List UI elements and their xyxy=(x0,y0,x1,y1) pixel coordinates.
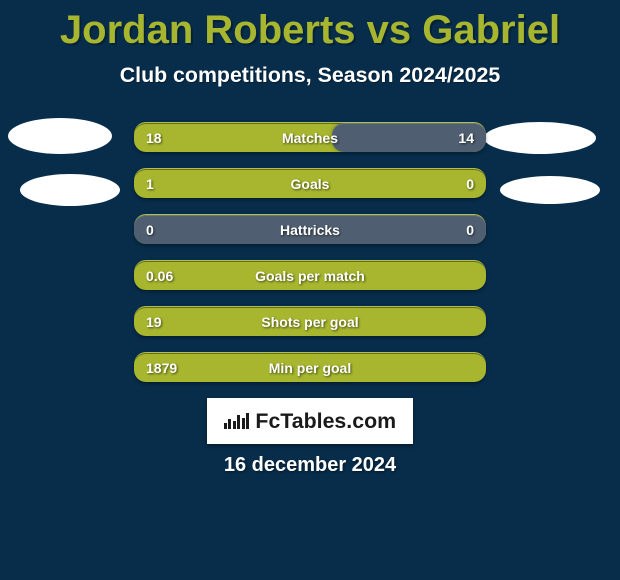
stat-left-value: 0.06 xyxy=(146,268,173,284)
avatar-left-1 xyxy=(20,174,120,206)
comparison-infographic: Jordan Roberts vs Gabriel Club competiti… xyxy=(0,0,620,580)
stat-left-value: 1 xyxy=(146,176,154,192)
stat-row: 1879 Min per goal xyxy=(134,352,486,382)
stat-row: 18 14 Matches xyxy=(134,122,486,152)
bars-icon xyxy=(224,413,250,429)
subtitle: Club competitions, Season 2024/2025 xyxy=(0,53,620,88)
stat-row: 1 0 Goals xyxy=(134,168,486,198)
avatar-right-0 xyxy=(484,122,596,154)
stat-name: Matches xyxy=(282,130,338,146)
stat-right-value: 14 xyxy=(458,130,474,146)
stat-row: 19 Shots per goal xyxy=(134,306,486,336)
avatar-left-0 xyxy=(8,118,112,154)
stat-row: 0.06 Goals per match xyxy=(134,260,486,290)
stat-name: Shots per goal xyxy=(261,314,358,330)
stat-bars: 18 14 Matches 1 0 Goals 0 0 Hattricks 0.06 Goals p… xyxy=(134,122,486,398)
stat-name: Goals per match xyxy=(255,268,365,284)
page-title: Jordan Roberts vs Gabriel xyxy=(0,0,620,53)
branding-badge: FcTables.com xyxy=(207,398,413,444)
stat-name: Goals xyxy=(291,176,330,192)
stat-left-value: 19 xyxy=(146,314,162,330)
avatar-right-1 xyxy=(500,176,600,204)
stat-left-value: 0 xyxy=(146,222,154,238)
stat-right-value: 0 xyxy=(466,176,474,192)
stat-name: Hattricks xyxy=(280,222,340,238)
stat-right-value: 0 xyxy=(466,222,474,238)
branding-text: FcTables.com xyxy=(255,409,396,434)
stat-left-value: 18 xyxy=(146,130,162,146)
date-line: 16 december 2024 xyxy=(224,454,396,477)
stat-left-value: 1879 xyxy=(146,360,177,376)
stat-row: 0 0 Hattricks xyxy=(134,214,486,244)
stat-name: Min per goal xyxy=(269,360,351,376)
